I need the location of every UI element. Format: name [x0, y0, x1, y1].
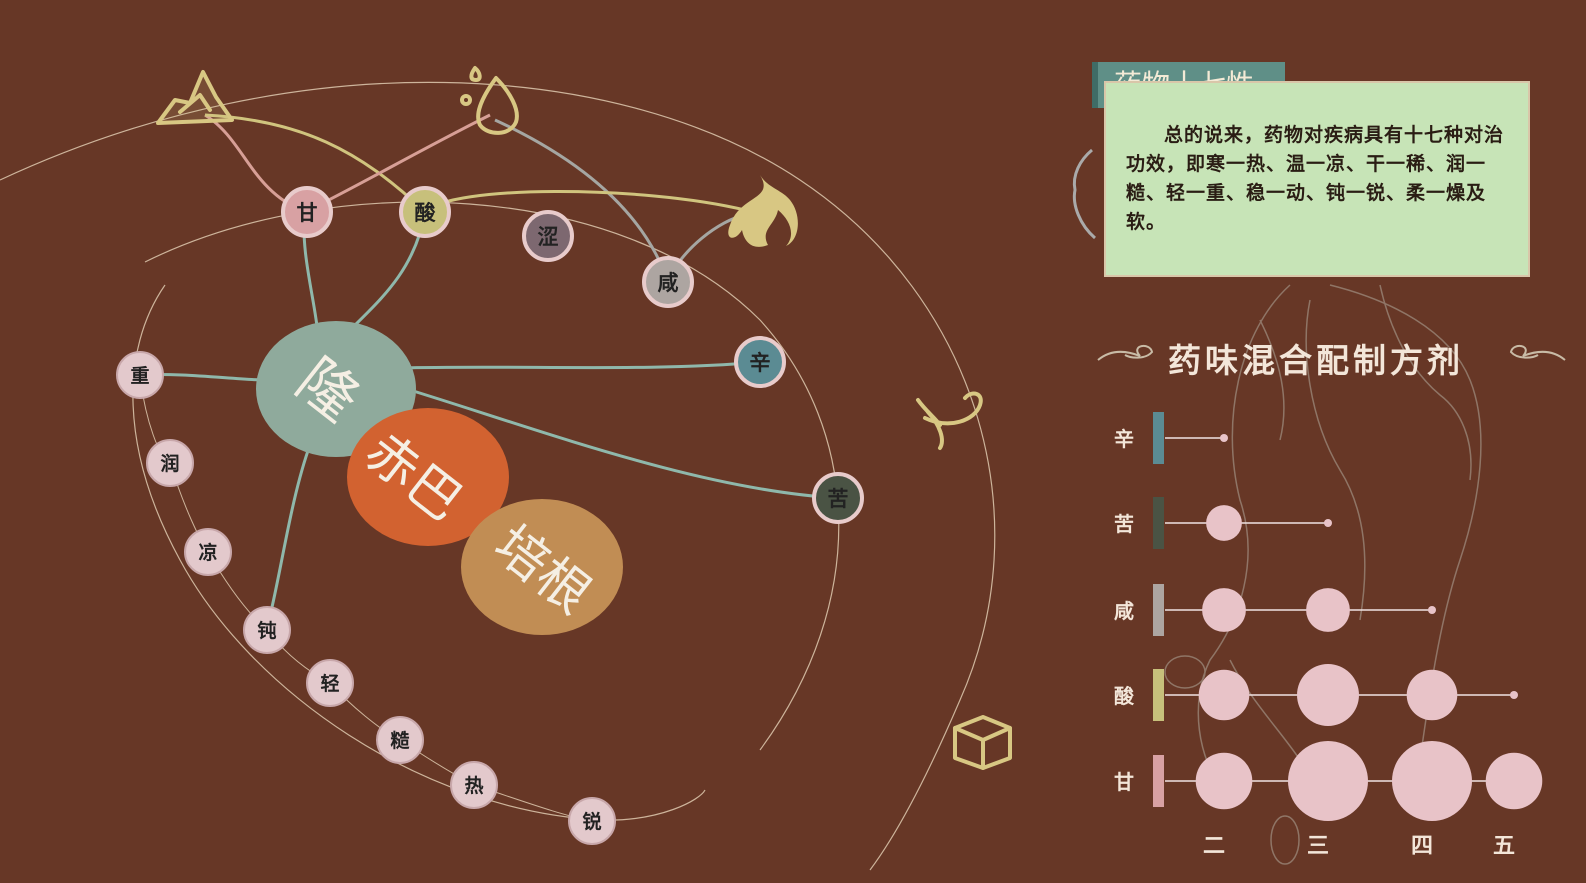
- x-tick-label-3: 五: [1493, 833, 1515, 859]
- link-earth-suan: [204, 113, 427, 214]
- bubble-3-3: [1510, 691, 1518, 699]
- taste-node-xian: 咸: [642, 256, 694, 308]
- series-label-3: 酸: [1114, 684, 1135, 708]
- water-icon: [460, 66, 519, 135]
- taste-node-gan: 甘: [281, 186, 333, 238]
- property-node-cao: 糙: [376, 716, 424, 764]
- bubble-1-1: [1324, 519, 1332, 527]
- taste-node-suan: 酸: [399, 186, 451, 238]
- property-label: 热: [464, 774, 483, 797]
- fire-icon: [728, 175, 798, 247]
- bubble-2-0: [1202, 588, 1246, 632]
- property-node-re: 热: [450, 761, 498, 809]
- x-tick-label-2: 四: [1411, 833, 1433, 859]
- series-bar-3: [1153, 669, 1164, 721]
- ornament-right: [1509, 344, 1566, 361]
- property-label: 轻: [320, 672, 339, 695]
- wind-icon: [916, 391, 983, 450]
- property-node-zhong: 重: [116, 351, 164, 399]
- link-long-ku: [409, 388, 839, 500]
- long-ellipse: [256, 321, 416, 457]
- chart-title: 药味混合配制方剂: [1168, 341, 1464, 380]
- link-long-xin: [399, 360, 761, 370]
- property-label: 糙: [390, 729, 409, 752]
- property-label: 锐: [582, 810, 601, 833]
- taste-node-xin: 辛: [734, 336, 786, 388]
- x-tick-label-0: 二: [1203, 833, 1225, 859]
- bubble-4-3: [1485, 752, 1543, 810]
- property-node-qing: 轻: [306, 659, 354, 707]
- series-label-0: 辛: [1114, 427, 1134, 451]
- peigen-ellipse: [461, 499, 623, 635]
- bubble-2-2: [1428, 606, 1436, 614]
- bubble-3-0: [1198, 669, 1250, 721]
- series-bar-4: [1153, 755, 1164, 807]
- series-bar-0: [1153, 412, 1164, 464]
- decorative-outline: [1164, 284, 1482, 865]
- center-nodes: 隆 赤巴 培根: [256, 321, 623, 635]
- property-label: 钝: [257, 619, 276, 642]
- series-bar-1: [1153, 497, 1164, 549]
- taste-label-se: 涩: [538, 224, 559, 249]
- taste-node-se: 涩: [522, 210, 574, 262]
- bubble-4-0: [1195, 752, 1253, 810]
- property-label: 重: [130, 365, 149, 387]
- taste-label-xian: 咸: [658, 270, 679, 295]
- property-label: 润: [160, 452, 179, 475]
- property-node-liang: 凉: [184, 528, 232, 576]
- taste-label-gan: 甘: [297, 200, 318, 225]
- info-body: 总的说来，药物对疾病具有十七种对治功效，即寒一热、温一凉、干一稀、润一糙、轻一重…: [1104, 81, 1530, 277]
- taste-label-xin: 辛: [750, 350, 771, 375]
- bubble-4-2: [1392, 741, 1472, 821]
- info-box-ornament: [1072, 148, 1097, 240]
- element-icons: [156, 66, 1012, 770]
- series-bar-2: [1153, 584, 1164, 636]
- earth-icon: [156, 70, 234, 125]
- link-water-xian: [494, 118, 670, 283]
- taste-node-ku: 苦: [812, 472, 864, 524]
- ornament-left: [1097, 344, 1154, 361]
- property-node-dun: 钝: [243, 606, 291, 654]
- link-long-dun: [265, 444, 312, 629]
- chiba-ellipse: [347, 408, 509, 546]
- taste-label-ku: 苦: [828, 486, 849, 511]
- property-node-rui: 锐: [568, 797, 616, 845]
- link-fire-suan: [423, 190, 746, 214]
- bubble-3-2: [1406, 669, 1458, 721]
- taste-label-suan: 酸: [415, 200, 437, 225]
- bubble-1-0: [1206, 505, 1242, 541]
- series-label-4: 甘: [1114, 770, 1134, 794]
- property-label: 凉: [198, 541, 217, 564]
- series-label-2: 咸: [1114, 599, 1134, 623]
- property-nodes: 重 润 凉 钝 轻 糙 热 锐: [116, 351, 616, 845]
- space-icon: [953, 715, 1012, 770]
- inner-orbit: [132, 284, 706, 821]
- bubble-0-0: [1220, 434, 1228, 442]
- taste-nodes: 甘 酸 涩 咸 辛 苦: [281, 186, 864, 524]
- property-node-run: 润: [146, 439, 194, 487]
- x-tick-label-1: 三: [1307, 833, 1329, 859]
- bubble-2-1: [1306, 588, 1350, 632]
- bubble-4-1: [1288, 741, 1368, 821]
- bubble-3-1: [1297, 664, 1359, 726]
- series-label-1: 苦: [1114, 512, 1134, 536]
- outer-orbit: [0, 81, 996, 871]
